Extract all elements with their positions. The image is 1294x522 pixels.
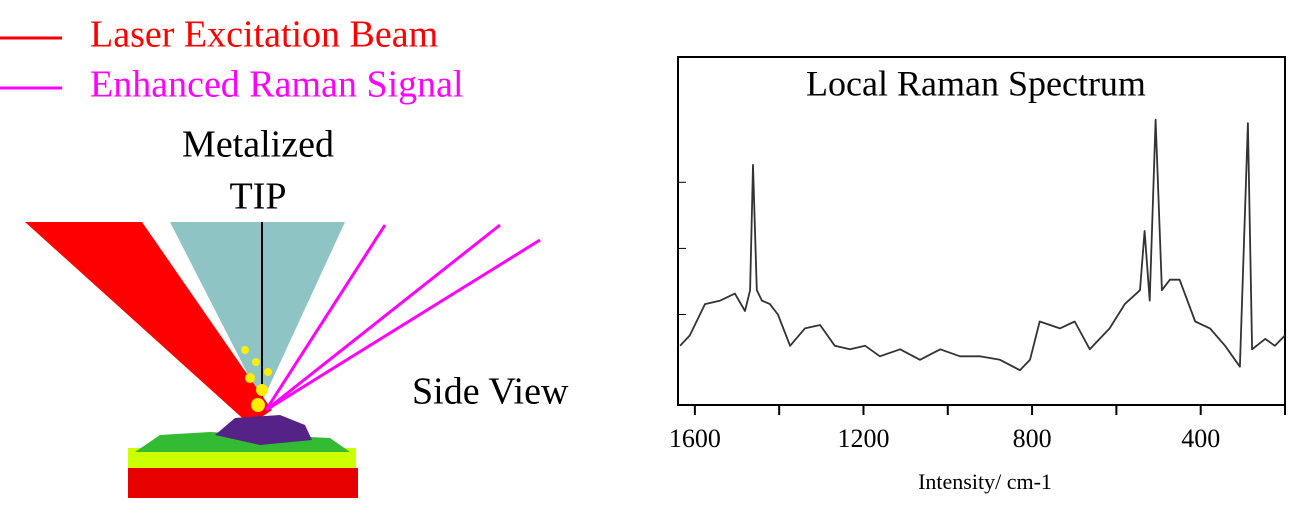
plot-frame	[677, 56, 1286, 406]
x-tick-label: 1600	[669, 424, 721, 453]
sample-layer	[128, 448, 356, 470]
x-axis-label: Intensity/ cm-1	[918, 469, 1052, 494]
tip-diagram: Laser Excitation Beam Enhanced Raman Sig…	[0, 14, 569, 498]
chart-title: Local Raman Spectrum	[806, 63, 1146, 103]
x-tick-label: 800	[1013, 424, 1052, 453]
legend-label: Laser Excitation Beam	[90, 14, 438, 56]
particles	[241, 346, 272, 412]
laser-beam	[25, 222, 272, 425]
raman-ray	[264, 224, 387, 411]
tip-label: TIP	[230, 176, 287, 218]
substrate	[128, 468, 358, 498]
tip-label: Metalized	[182, 124, 334, 166]
x-tick-label: 1200	[837, 424, 889, 453]
metalized-tip	[170, 222, 345, 402]
spectrum-line	[679, 118, 1286, 372]
x-tick-label: 400	[1181, 424, 1220, 453]
view-label: Side View	[412, 371, 569, 413]
raman-ray	[265, 238, 541, 412]
molecule	[215, 415, 312, 445]
legend-label: Enhanced Raman Signal	[90, 64, 464, 106]
raman-ray	[265, 223, 501, 412]
